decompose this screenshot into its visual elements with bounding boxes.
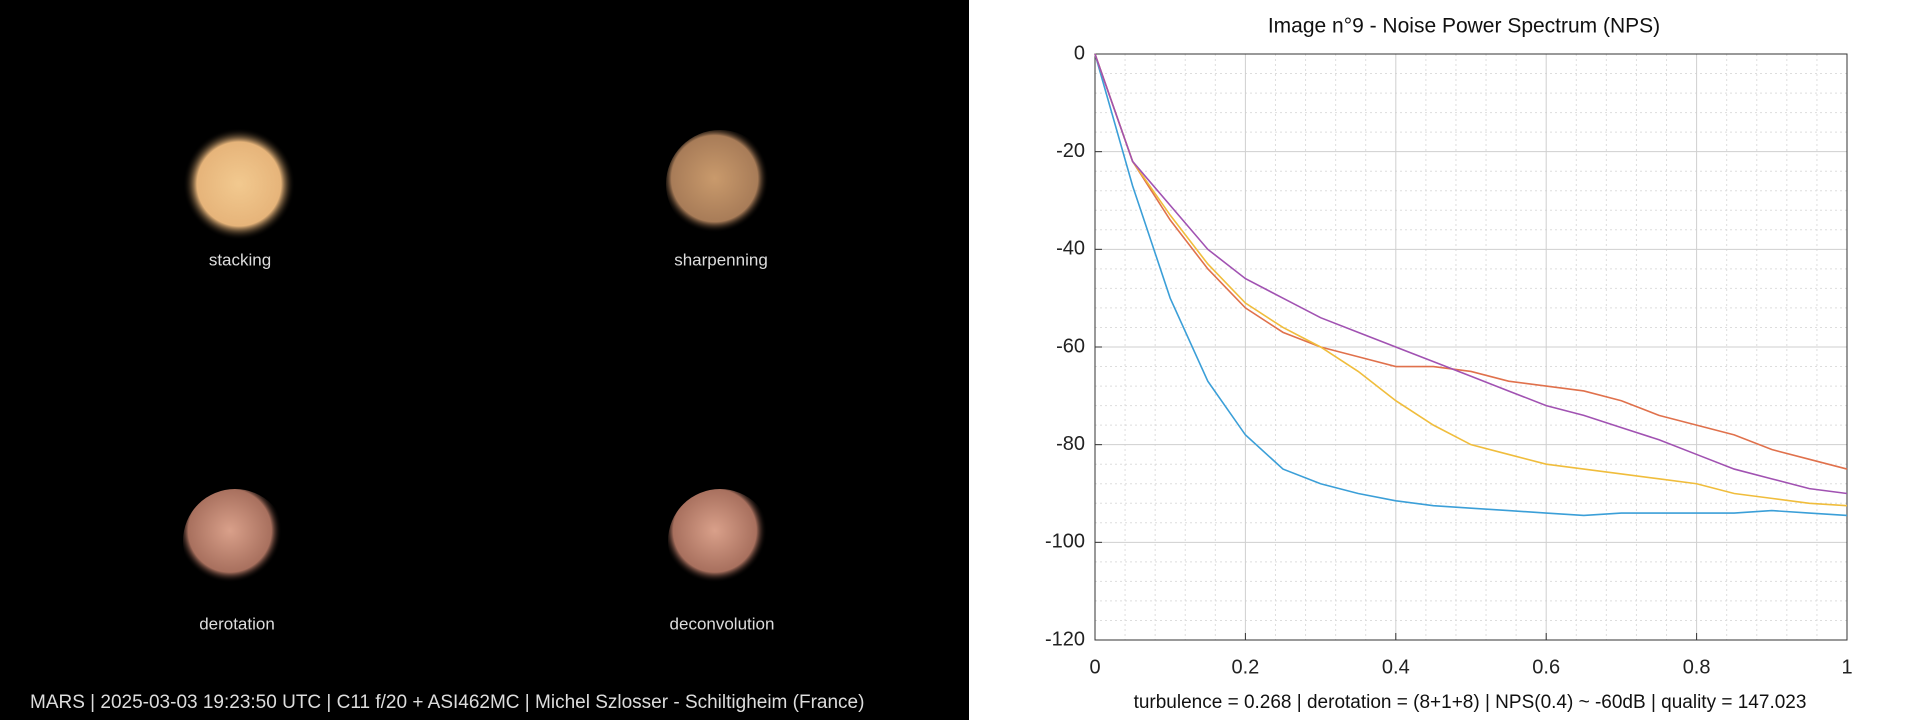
panel-label: sharpenning [674,250,768,269]
plot-frame [1094,53,1848,641]
planet-image [183,489,287,593]
chart-title: Image n°9 - Noise Power Spectrum (NPS) [1268,15,1660,38]
y-tick-label: -100 [1045,531,1085,553]
x-tick-label: 0.4 [1382,656,1410,678]
plot: 0 0.2 0.4 0.6 0.8 1 0 -20 -40 -60 -80 -100 -120 [1045,42,1853,678]
caption: MARS | 2025-03-03 19:23:50 UTC | C11 f/2… [30,692,864,713]
y-tick-label: -60 [1056,335,1085,357]
y-tick-label: -80 [1056,433,1085,455]
series-line [1094,53,1848,495]
panel-label: stacking [209,250,271,269]
image-panel [0,0,969,720]
y-tick-label: 0 [1074,42,1085,64]
chart-footer: turbulence = 0.268 | derotation = (8+1+8… [1134,692,1807,713]
x-tick-label: 1 [1841,656,1852,678]
x-tick-label: 0.8 [1683,656,1711,678]
panel-label: deconvolution [670,614,775,633]
x-tick-label: 0 [1089,656,1100,678]
series-line [1094,53,1848,517]
planet-image [666,130,774,238]
series-line [1094,53,1848,470]
y-tick-label: -20 [1056,140,1085,162]
y-tick-label: -40 [1056,238,1085,260]
series-line [1094,53,1848,507]
x-tick-label: 0.2 [1231,656,1259,678]
planet-image [183,128,295,240]
panel-label: derotation [199,614,275,633]
planet-image [668,489,772,593]
x-tick-label: 0.6 [1532,656,1560,678]
y-tick-label: -120 [1045,628,1085,650]
